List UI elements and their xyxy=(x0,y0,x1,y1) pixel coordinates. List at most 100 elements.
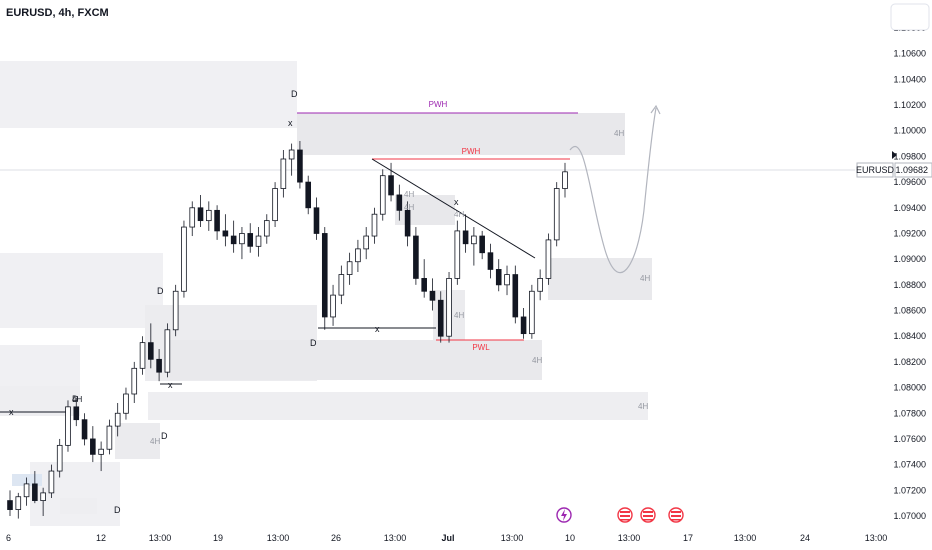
candle xyxy=(189,201,196,237)
candle xyxy=(206,201,212,231)
candle xyxy=(297,141,303,189)
candle xyxy=(156,349,162,382)
x-tick-label: 13:00 xyxy=(501,533,524,543)
candle xyxy=(379,169,386,221)
event-icon-us-flag[interactable] xyxy=(617,507,633,523)
candle xyxy=(338,265,345,305)
candle xyxy=(537,269,543,301)
y-tick-label: 1.08000 xyxy=(893,383,926,393)
candle xyxy=(255,227,262,257)
x-tick-label: 19 xyxy=(213,533,223,543)
projection-path xyxy=(569,107,657,274)
zone-label: 4H xyxy=(150,437,160,446)
marker-x: x xyxy=(168,380,173,390)
candle xyxy=(330,284,336,326)
candle xyxy=(139,336,146,375)
candles-layer xyxy=(7,141,568,519)
candle xyxy=(15,492,22,519)
price-axis[interactable]: 1.108001.106001.104001.102001.100001.098… xyxy=(893,23,926,521)
candle xyxy=(305,175,312,215)
candle xyxy=(164,323,171,378)
candle xyxy=(23,477,30,506)
zone xyxy=(0,345,80,387)
y-tick-label: 1.08800 xyxy=(893,280,926,290)
candle xyxy=(446,272,452,343)
candle xyxy=(40,487,46,516)
current-price-tag xyxy=(894,162,932,178)
candle xyxy=(48,464,55,499)
zone xyxy=(148,392,648,420)
trendline[interactable] xyxy=(371,158,536,259)
candle xyxy=(388,162,394,202)
x-tick-label: 13:00 xyxy=(384,533,407,543)
y-tick-label: 1.10600 xyxy=(893,49,926,59)
candle xyxy=(504,265,510,296)
symbol-badge-label: EURUSD xyxy=(856,165,895,175)
marker-x: x xyxy=(375,324,380,334)
event-icon-us-flag[interactable] xyxy=(668,507,684,523)
x-tick-label: 13:00 xyxy=(865,533,888,543)
zone xyxy=(115,423,160,459)
candle xyxy=(553,182,560,247)
x-tick-label: 13:00 xyxy=(618,533,641,543)
zone-label: 4H xyxy=(404,190,414,199)
zone xyxy=(170,340,542,380)
marker-x: x xyxy=(9,407,14,417)
candle xyxy=(487,243,494,279)
zone-label: 4H xyxy=(72,395,82,404)
candle xyxy=(471,227,477,266)
zone-label: 4H xyxy=(532,356,542,365)
event-icon-lightning[interactable] xyxy=(556,507,572,523)
candle xyxy=(404,201,411,247)
y-tick-label: 1.08600 xyxy=(893,306,926,316)
x-tick-label: 13:00 xyxy=(734,533,757,543)
candle xyxy=(172,284,179,337)
x-tick-label: 10 xyxy=(565,533,575,543)
candle xyxy=(123,387,129,420)
candle xyxy=(495,259,502,292)
time-axis[interactable]: 6 12 13:00 19 13:00 26 13:00 Jul 13:00 10 13:00 17 1… xyxy=(6,533,887,543)
candle xyxy=(272,182,278,228)
marker-d: D xyxy=(157,286,164,296)
candle xyxy=(247,223,254,253)
level-label-pwl: PWL xyxy=(472,343,490,352)
scale-settings-box[interactable] xyxy=(890,3,930,31)
marker-d: D xyxy=(291,89,298,99)
projection-arrowhead xyxy=(650,104,661,115)
marker-x: x xyxy=(288,118,293,128)
candle xyxy=(32,471,38,504)
candle xyxy=(355,239,361,272)
x-tick-label: Jul xyxy=(441,533,454,543)
marker-d: D xyxy=(72,394,79,404)
x-tick-label: 13:00 xyxy=(149,533,172,543)
event-icon-us-flag[interactable] xyxy=(640,507,656,523)
y-tick-label: 1.07800 xyxy=(893,408,926,418)
current-price-label: 1.09682 xyxy=(895,165,928,175)
candle xyxy=(520,307,527,339)
y-tick-label: 1.08400 xyxy=(893,331,926,341)
candle xyxy=(529,284,535,339)
candle xyxy=(479,230,485,260)
y-tick-label: 1.10200 xyxy=(893,100,926,110)
candle xyxy=(148,323,154,369)
x-tick-label: 24 xyxy=(800,533,810,543)
y-tick-label: 1.07200 xyxy=(893,485,926,495)
zone xyxy=(0,253,163,328)
candle xyxy=(280,150,287,198)
candle xyxy=(429,278,436,311)
candle xyxy=(363,227,369,260)
zone xyxy=(0,61,297,128)
candle xyxy=(413,227,419,285)
candle xyxy=(288,143,295,176)
candle xyxy=(106,419,113,455)
candle xyxy=(313,197,320,240)
x-tick-label: 17 xyxy=(683,533,693,543)
level-label-pwh-purple: PWH xyxy=(429,100,448,109)
candle xyxy=(7,490,13,516)
y-tick-label: 1.09400 xyxy=(893,203,926,213)
zone-label: 4H xyxy=(638,402,648,411)
y-tick-label: 1.08200 xyxy=(893,357,926,367)
zone-label: 4H xyxy=(404,203,414,212)
candle xyxy=(421,259,427,298)
